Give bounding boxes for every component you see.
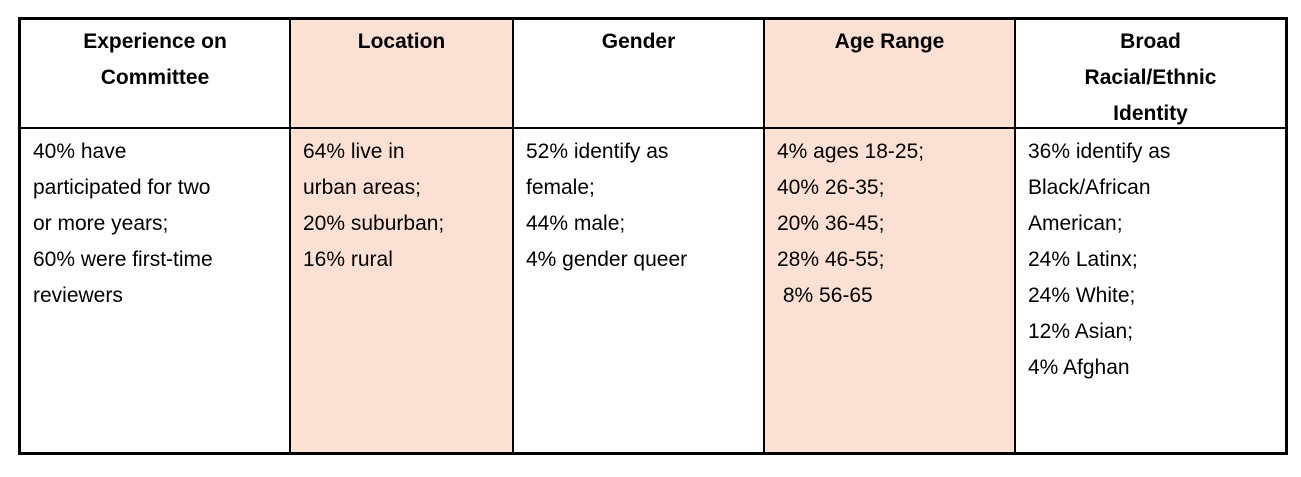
header-cell-racial-ethnic-identity: Broad Racial/Ethnic Identity: [1016, 20, 1285, 129]
header-cell-experience: Experience on Committee: [21, 20, 291, 129]
demographics-table: Experience on Committee Location Gender …: [18, 17, 1288, 455]
header-cell-gender: Gender: [514, 20, 765, 129]
header-cell-age-range: Age Range: [765, 20, 1016, 129]
body-cell-experience: 40% have participated for two or more ye…: [21, 129, 291, 452]
body-cell-racial-ethnic-identity: 36% identify as Black/African American; …: [1028, 140, 1171, 379]
header-cell-location: Location: [291, 20, 514, 129]
body-cell-gender: 52% identify as female; 44% male; 4% gen…: [514, 129, 765, 452]
body-cell-location: 64% live in urban areas; 20% suburban; 1…: [291, 129, 514, 452]
body-cell-age-range: 4% ages 18-25; 40% 26-35; 20% 36-45; 28%…: [765, 129, 1016, 452]
